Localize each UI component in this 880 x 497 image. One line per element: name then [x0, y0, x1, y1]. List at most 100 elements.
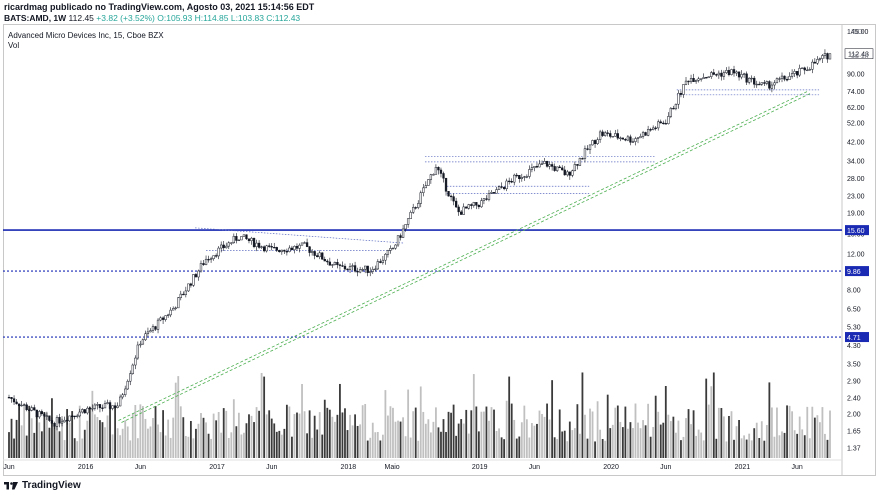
candle-body: [184, 290, 187, 295]
volume-bar: [359, 424, 362, 458]
volume-bar: [361, 405, 364, 458]
volume-bar: [627, 428, 629, 458]
candle-body: [227, 242, 230, 247]
candle-body: [273, 246, 276, 249]
candle-body: [755, 83, 758, 86]
candle-body: [505, 180, 508, 190]
candle-body: [268, 245, 271, 247]
candle-body: [677, 92, 680, 105]
candle-body: [601, 131, 604, 136]
candle-body: [563, 169, 566, 176]
candle-body: [444, 177, 448, 192]
volume-bar: [169, 437, 172, 458]
candle-body: [81, 409, 84, 413]
volume-bar: [654, 395, 657, 458]
candle-body: [369, 271, 372, 273]
candle-body: [255, 242, 258, 247]
volume-bar: [748, 433, 751, 458]
volume-bar: [81, 438, 84, 458]
volume-bar: [715, 438, 718, 458]
volume-bar: [669, 421, 672, 458]
volume-bar: [174, 382, 177, 458]
candle-body: [326, 260, 329, 263]
candle-body: [161, 317, 165, 320]
candle-body: [131, 364, 134, 374]
candle-body: [146, 331, 150, 335]
candle-body: [793, 71, 796, 74]
candle-body: [700, 78, 703, 80]
legend-volume: Vol: [8, 41, 20, 50]
volume-bar: [336, 414, 339, 458]
volume-bar: [8, 432, 10, 458]
candle-body: [465, 206, 468, 209]
volume-bar: [167, 419, 170, 458]
volume-bar: [288, 406, 291, 458]
volume-bar: [402, 417, 404, 458]
volume-bar: [596, 401, 599, 458]
candle-body: [164, 315, 167, 320]
candle-body: [336, 262, 339, 266]
candle-body: [7, 397, 11, 399]
candle-body: [667, 116, 670, 125]
volume-bar: [712, 372, 715, 458]
volume-bar: [518, 436, 521, 458]
candle-body: [144, 333, 147, 341]
volume-bar: [548, 419, 551, 458]
volume-bar: [68, 422, 71, 458]
candle-body: [305, 242, 309, 247]
level-price-badge: [845, 332, 869, 343]
trend-line[interactable]: [118, 90, 809, 421]
candle-body: [487, 193, 491, 200]
volume-bar: [447, 411, 450, 458]
candle-body: [422, 187, 425, 193]
volume-bar: [56, 418, 58, 458]
candle-body: [500, 186, 503, 188]
volume-bar: [725, 441, 728, 458]
candle-body: [654, 127, 657, 129]
candle-body: [35, 409, 38, 418]
price-tick-label: 23.00: [847, 193, 865, 200]
volume-bar: [351, 425, 354, 458]
candle-body: [659, 121, 662, 124]
volume-bar: [753, 428, 756, 458]
candle-body: [394, 244, 397, 249]
volume-bar: [333, 421, 336, 458]
volume-bar: [10, 418, 13, 458]
trend-line[interactable]: [121, 92, 812, 423]
candle-body: [710, 72, 713, 77]
volume-bar: [265, 414, 268, 458]
price-tick-label: 3.50: [847, 362, 861, 369]
candle-body: [217, 247, 220, 257]
candle-body: [687, 80, 690, 83]
candle-body: [540, 163, 544, 165]
candle-body: [412, 207, 415, 213]
candle-body: [270, 246, 273, 248]
candle-body: [396, 235, 400, 246]
candle-body: [510, 180, 513, 183]
ohlc-values: O:105.93 H:114.85 L:103.83 C:112.43: [157, 13, 301, 23]
volume-bar: [781, 431, 783, 458]
candle-body: [424, 185, 427, 189]
volume-bar: [202, 417, 205, 458]
candle-body: [232, 236, 235, 243]
candle-body: [530, 167, 534, 170]
time-axis-label: 2021: [735, 464, 751, 471]
volume-bar: [116, 428, 119, 458]
candle-body: [406, 218, 410, 225]
price-tick-label: 1.37: [847, 445, 861, 452]
candle-body: [821, 55, 824, 59]
volume-bar: [692, 410, 695, 458]
level-price-label: 15.60: [847, 228, 865, 235]
footer-brand[interactable]: TradingView: [4, 480, 81, 491]
candle-body: [619, 137, 622, 139]
candle-body: [745, 73, 748, 83]
candle-body: [624, 139, 627, 141]
volume-bar: [477, 431, 480, 458]
volume-bar: [20, 425, 23, 458]
candle-body: [202, 263, 205, 265]
candle-body: [300, 242, 304, 246]
candle-body: [578, 158, 582, 166]
price-tick-label: 2.00: [847, 412, 861, 419]
candle-body: [561, 167, 564, 171]
